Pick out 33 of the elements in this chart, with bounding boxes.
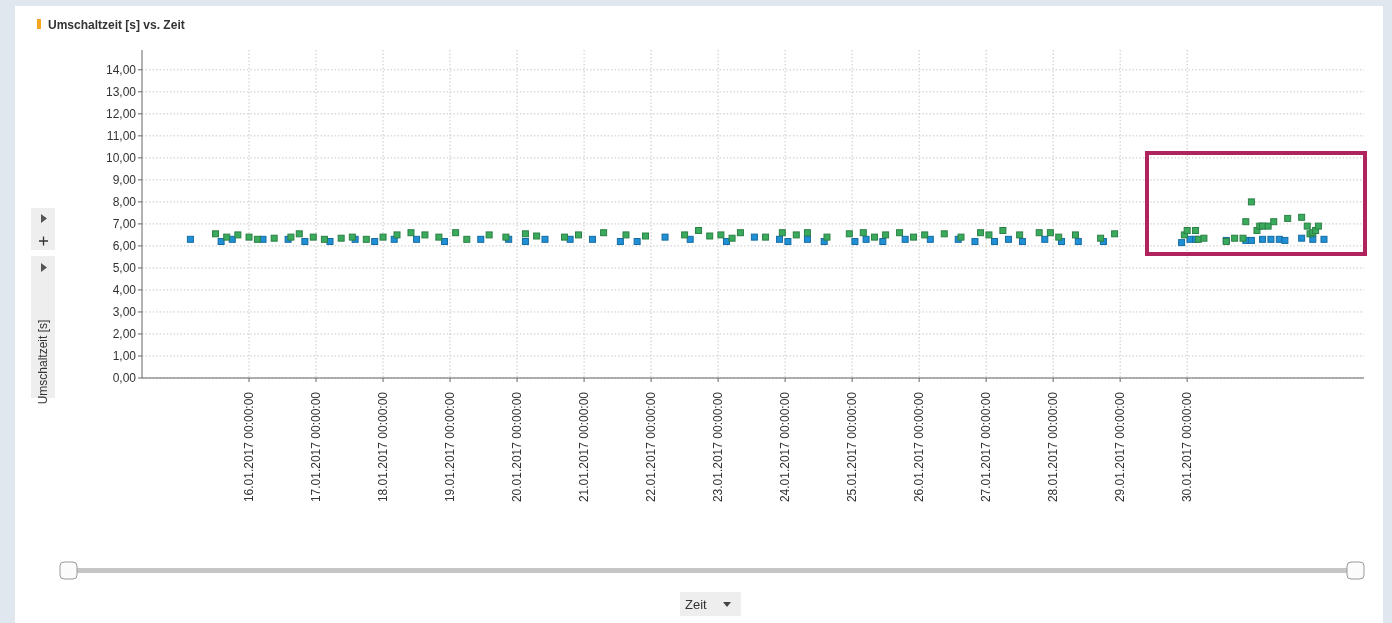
x-tick-label: 20.01.2017 00:00:00 [510, 391, 525, 503]
text: Zeit [685, 597, 708, 612]
y-tick-label: 8,00 [112, 195, 137, 210]
x-tick-label: 28.01.2017 00:00:00 [1046, 391, 1061, 503]
x-tick-label: 21.01.2017 00:00:00 [577, 391, 592, 503]
y-tick-label: 14,00 [105, 63, 137, 78]
x-tick-label: 25.01.2017 00:00:00 [845, 391, 860, 503]
x-tick-label: 16.01.2017 00:00:00 [242, 391, 257, 503]
y-tick-label: 13,00 [105, 85, 137, 100]
y-tick-label: 5,00 [112, 261, 137, 276]
x-tick-label: 27.01.2017 00:00:00 [979, 391, 994, 503]
y-tick-label: 0,00 [112, 371, 137, 386]
y-tick-label: 12,00 [105, 107, 137, 122]
x-tick-label: 18.01.2017 00:00:00 [376, 391, 391, 503]
x-tick-label: 30.01.2017 00:00:00 [1180, 391, 1195, 503]
x-tick-label: 26.01.2017 00:00:00 [912, 391, 927, 503]
x-tick-label: 23.01.2017 00:00:00 [711, 391, 726, 503]
y-tick-label: 2,00 [112, 327, 137, 342]
x-tick-label: 24.01.2017 00:00:00 [778, 391, 793, 503]
y-tick-label: 1,00 [112, 349, 137, 364]
x-tick-label: 17.01.2017 00:00:00 [309, 391, 324, 503]
y-tick-label: 6,00 [112, 239, 137, 254]
y-tick-label: 4,00 [112, 283, 137, 298]
y-axis-title: Umschaltzeit [s] [36, 319, 50, 405]
y-tick-label: 7,00 [112, 217, 137, 232]
y-tick-label: 10,00 [105, 151, 137, 166]
y-tick-label: 9,00 [112, 173, 137, 188]
x-tick-label: 19.01.2017 00:00:00 [443, 391, 458, 503]
y-tick-label: 11,00 [106, 129, 137, 144]
chart-title: Umschaltzeit [s] vs. Zeit [48, 18, 185, 32]
x-tick-label: 22.01.2017 00:00:00 [644, 391, 659, 503]
y-tick-label: 3,00 [112, 305, 137, 320]
x-tick-label: 29.01.2017 00:00:00 [1113, 391, 1128, 503]
